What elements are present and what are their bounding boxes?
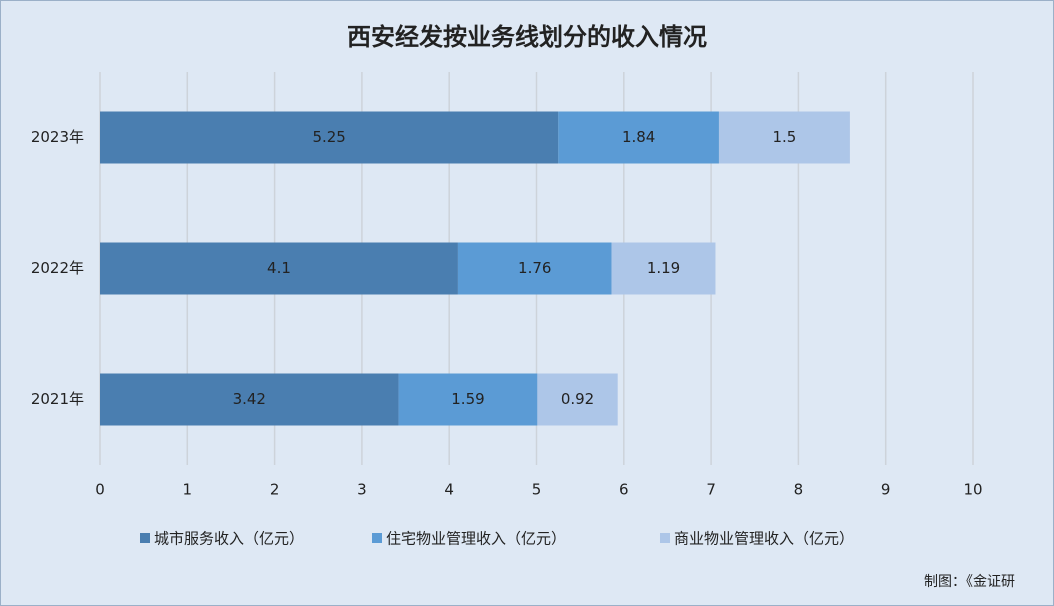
legend-label: 城市服务收入（亿元）: [154, 530, 304, 548]
source-note: 制图：《金证研: [924, 574, 1015, 590]
x-tick-label: 1: [183, 481, 193, 499]
x-tick-label: 3: [357, 481, 367, 499]
x-tick-label: 2: [270, 481, 280, 499]
bar-segment: [537, 373, 618, 426]
legend-label: 住宅物业管理收入（亿元）: [386, 530, 566, 548]
x-tick-label: 5: [532, 481, 542, 499]
data-label: 0.92: [561, 390, 594, 408]
bar-segment: [558, 111, 719, 164]
chart-title: 西安经发按业务线划分的收入情况: [347, 23, 707, 51]
x-tick-label: 9: [881, 481, 891, 499]
bar-segment: [718, 111, 850, 164]
data-label: 4.1: [267, 259, 291, 277]
data-label: 1.19: [647, 259, 680, 277]
y-tick-label: 2023年: [31, 128, 84, 146]
bar-segment: [611, 242, 716, 295]
legend-swatch: [140, 533, 150, 543]
bar-segment: [457, 242, 612, 295]
bar-segment: [100, 111, 559, 164]
x-tick-label: 0: [95, 481, 105, 499]
legend-label: 商业物业管理收入（亿元）: [674, 530, 854, 548]
data-label: 1.84: [622, 128, 655, 146]
data-label: 3.42: [233, 390, 266, 408]
bar-segment: [100, 242, 458, 295]
legend-swatch: [372, 533, 382, 543]
bar-segment: [100, 373, 399, 426]
y-tick-label: 2022年: [31, 259, 84, 277]
x-tick-label: 8: [794, 481, 804, 499]
x-tick-label: 10: [963, 481, 982, 499]
data-label: 1.59: [451, 390, 484, 408]
data-label: 1.5: [773, 128, 797, 146]
data-label: 1.76: [518, 259, 551, 277]
x-tick-label: 7: [706, 481, 716, 499]
y-tick-label: 2021年: [31, 390, 84, 408]
x-tick-label: 4: [444, 481, 454, 499]
x-tick-label: 6: [619, 481, 629, 499]
data-label: 5.25: [312, 128, 345, 146]
legend-swatch: [660, 533, 670, 543]
bar-segment: [398, 373, 538, 426]
